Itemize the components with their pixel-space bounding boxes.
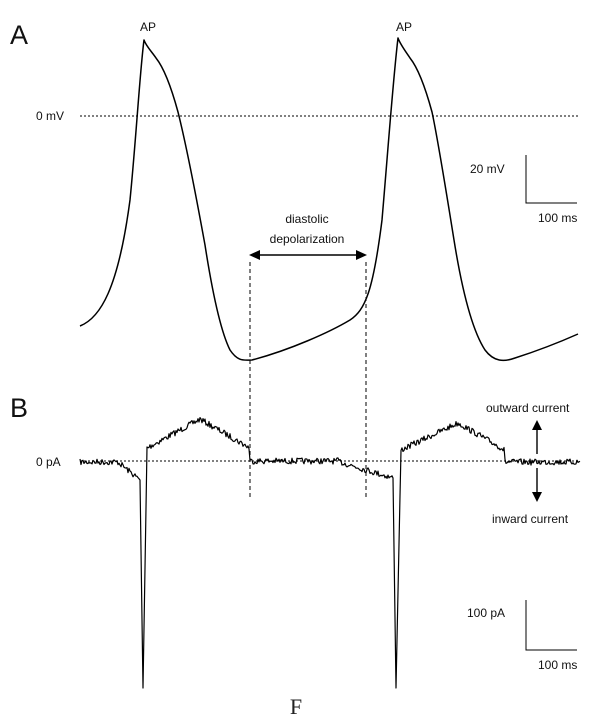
inward-arrow-head — [532, 492, 542, 502]
panel-b-letter: B — [10, 393, 28, 423]
panel-a: A AP AP 0 mV diastolic depolarization 20… — [10, 20, 580, 362]
scale-bar-b — [525, 600, 577, 651]
scale-a-horizontal-label: 100 ms — [538, 211, 577, 225]
action-potential-trace — [79, 37, 579, 362]
diastolic-label-line2: depolarization — [270, 232, 345, 246]
panel-a-letter: A — [10, 20, 28, 50]
scale-b-vertical-label: 100 pA — [467, 606, 505, 620]
ap-label-2: AP — [396, 20, 412, 34]
scale-bar-a — [525, 155, 577, 204]
membrane-current-trace — [79, 417, 581, 689]
zero-mv-label: 0 mV — [36, 109, 64, 123]
outward-current-label: outward current — [486, 401, 570, 415]
diastolic-arrow-right-head — [356, 250, 367, 260]
ap-label-1: AP — [140, 20, 156, 34]
scale-b-horizontal-label: 100 ms — [538, 658, 577, 672]
panel-b: B 0 pA outward current inward current 10… — [10, 393, 581, 689]
inward-current-label: inward current — [492, 512, 569, 526]
figure-caption: F — [290, 694, 302, 718]
outward-arrow-head — [532, 420, 542, 430]
zero-pa-label: 0 pA — [36, 455, 61, 469]
diastolic-label-line1: diastolic — [285, 212, 328, 226]
scale-a-vertical-label: 20 mV — [470, 162, 505, 176]
diastolic-arrow-left-head — [249, 250, 260, 260]
